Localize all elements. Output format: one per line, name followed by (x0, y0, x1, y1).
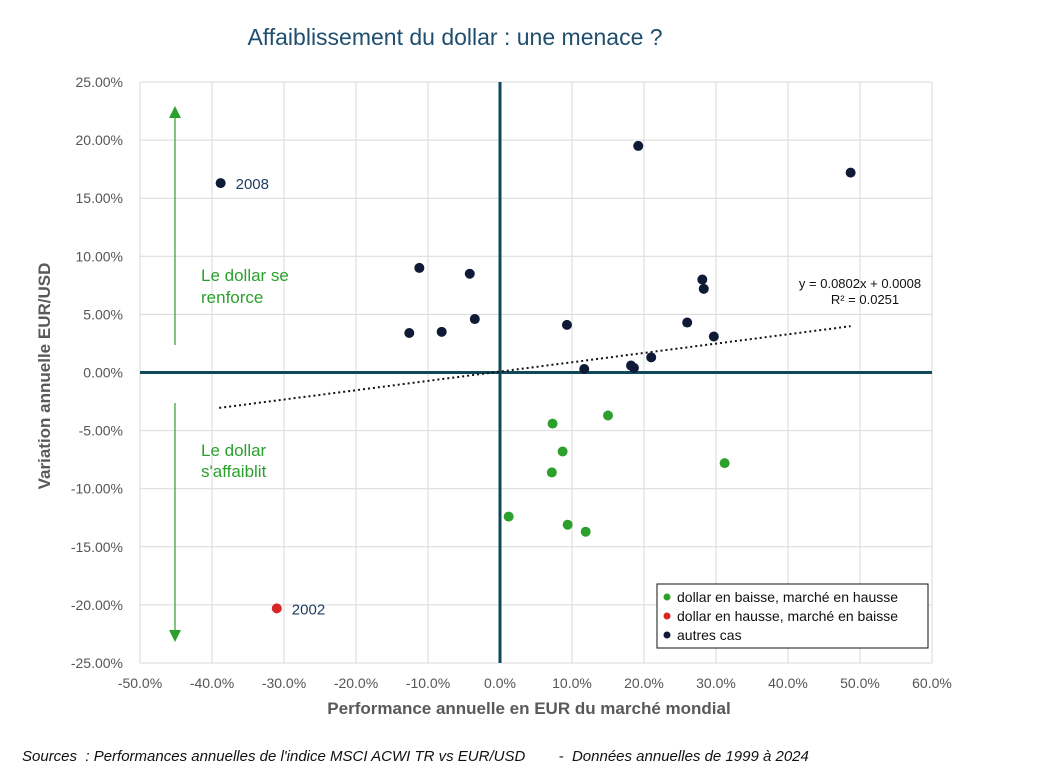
y-tick-label: -25.00% (71, 655, 123, 671)
y-tick-label: -20.00% (71, 597, 123, 613)
x-tick-label: 40.0% (768, 675, 808, 691)
x-tick-label: -10.0% (406, 675, 450, 691)
y-tick-label: 20.00% (76, 132, 123, 148)
data-point (414, 262, 425, 273)
data-point (546, 467, 557, 478)
y-tick-label: 5.00% (83, 306, 123, 322)
x-tick-label: -20.0% (334, 675, 378, 691)
data-point (215, 178, 226, 189)
legend-marker-navy (663, 631, 671, 639)
data-point (561, 319, 572, 330)
y-tick-label: -5.00% (79, 423, 123, 439)
data-point (719, 458, 730, 469)
legend-marker-green (663, 593, 671, 601)
legend-label-green: dollar en baisse, marché en hausse (677, 589, 898, 605)
x-tick-label: -50.0% (118, 675, 162, 691)
data-point (464, 268, 475, 279)
x-tick-label: -30.0% (262, 675, 306, 691)
x-tick-label: 30.0% (696, 675, 736, 691)
y-tick-labels: 25.00% 20.00% 15.00% 10.00% 5.00% 0.00% -5.00%… (71, 74, 123, 671)
y-tick-label: -10.00% (71, 481, 123, 497)
point-labels: 2002 2008 (236, 176, 326, 618)
data-points (215, 140, 856, 614)
data-point (469, 314, 480, 325)
data-point (845, 167, 856, 178)
annotation-upper-line1: Le dollar se (201, 266, 289, 285)
data-point (547, 418, 558, 429)
annotation-lower-line2: s'affaiblit (201, 462, 267, 481)
y-tick-label: 0.00% (83, 365, 123, 381)
point-label: 2002 (292, 601, 325, 618)
y-tick-label: -15.00% (71, 539, 123, 555)
legend-box (656, 583, 929, 649)
data-point (633, 140, 644, 151)
data-point (603, 410, 613, 421)
data-point (404, 327, 415, 338)
data-point (557, 446, 568, 457)
chart-title: Affaiblissement du dollar : une menace ? (247, 24, 662, 50)
trendline (219, 325, 851, 409)
data-point (628, 362, 639, 373)
legend-label-red: dollar en hausse, marché en baisse (677, 608, 898, 624)
legend-label-navy: autres cas (677, 627, 742, 643)
data-point (697, 274, 708, 285)
y-tick-label: 15.00% (76, 190, 123, 206)
x-tick-label: 20.0% (624, 675, 664, 691)
x-tick-label: 10.0% (552, 675, 592, 691)
x-tick-label: 50.0% (840, 675, 880, 691)
annotation-upper-line2: renforce (201, 288, 263, 307)
x-tick-label: -40.0% (190, 675, 234, 691)
data-point (580, 526, 591, 537)
x-tick-label: 0.0% (484, 675, 516, 691)
data-point (698, 283, 709, 294)
data-point (646, 352, 657, 363)
x-tick-labels: -50.0% -40.0% -30.0% -20.0% -10.0% 0.0% 10.0% 2… (118, 675, 952, 691)
y-tick-label: 10.00% (76, 248, 123, 264)
data-point (436, 326, 447, 337)
data-point (682, 317, 693, 328)
x-tick-label: 60.0% (912, 675, 952, 691)
legend: dollar en baisse, marché en hausse dolla… (656, 583, 929, 649)
x-axis-title: Performance annuelle en EUR du marché mo… (327, 699, 730, 718)
data-point (562, 519, 573, 530)
legend-marker-red (663, 612, 671, 620)
y-axis-title: Variation annuelle EUR/USD (35, 263, 54, 490)
y-tick-label: 25.00% (76, 74, 123, 90)
point-label: 2008 (236, 176, 269, 193)
data-point (271, 603, 282, 614)
trendline-r2: R² = 0.0251 (831, 292, 899, 307)
trendline-equation: y = 0.0802x + 0.0008 (799, 276, 921, 291)
data-point (503, 511, 514, 522)
annotation-lower-line1: Le dollar (201, 441, 267, 460)
data-point (579, 364, 590, 375)
data-point (708, 331, 719, 342)
source-note: Sources : Performances annuelles de l'in… (22, 748, 809, 765)
